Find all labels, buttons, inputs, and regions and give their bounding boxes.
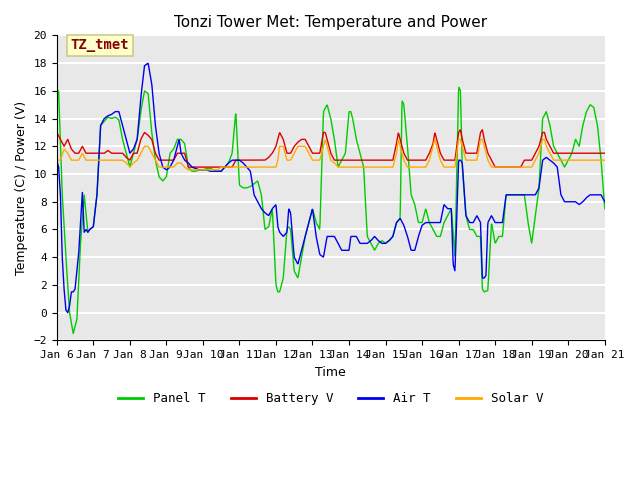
Y-axis label: Temperature (C) / Power (V): Temperature (C) / Power (V) (15, 101, 28, 275)
Panel T (96, 143, 104, 149)
Air T (118, 120, 125, 126)
Battery V (95, 150, 103, 156)
Battery V (601, 150, 609, 156)
Battery V (307, 147, 315, 153)
Battery V (184, 164, 192, 170)
Solar V (286, 157, 294, 163)
Panel T (53, 88, 61, 94)
Line: Battery V: Battery V (57, 130, 605, 167)
Battery V (297, 137, 305, 143)
Air T (307, 211, 315, 216)
Battery V (479, 127, 486, 132)
Panel T (365, 237, 373, 242)
Panel T (455, 84, 463, 90)
Air T (53, 157, 61, 163)
Solar V (95, 157, 103, 163)
X-axis label: Time: Time (316, 366, 346, 379)
Solar V (118, 157, 125, 163)
Solar V (455, 136, 463, 142)
Air T (365, 239, 373, 245)
Battery V (286, 150, 294, 156)
Battery V (118, 150, 125, 156)
Air T (144, 60, 152, 66)
Line: Air T: Air T (57, 63, 605, 312)
Air T (64, 310, 72, 315)
Solar V (184, 167, 192, 173)
Air T (601, 199, 609, 204)
Air T (286, 209, 294, 215)
Panel T (118, 133, 125, 139)
Panel T (601, 206, 609, 212)
Line: Solar V: Solar V (57, 139, 605, 170)
Air T (96, 143, 104, 149)
Panel T (286, 225, 294, 231)
Panel T (297, 258, 305, 264)
Legend: Panel T, Battery V, Air T, Solar V: Panel T, Battery V, Air T, Solar V (113, 387, 548, 410)
Solar V (601, 157, 609, 163)
Panel T (307, 212, 315, 218)
Panel T (69, 331, 77, 336)
Solar V (53, 157, 61, 163)
Solar V (307, 154, 315, 160)
Text: TZ_tmet: TZ_tmet (70, 38, 129, 52)
Line: Panel T: Panel T (57, 87, 605, 334)
Air T (298, 248, 305, 254)
Solar V (297, 144, 305, 149)
Title: Tonzi Tower Met: Temperature and Power: Tonzi Tower Met: Temperature and Power (174, 15, 487, 30)
Battery V (53, 130, 61, 135)
Solar V (365, 164, 373, 170)
Battery V (365, 157, 373, 163)
